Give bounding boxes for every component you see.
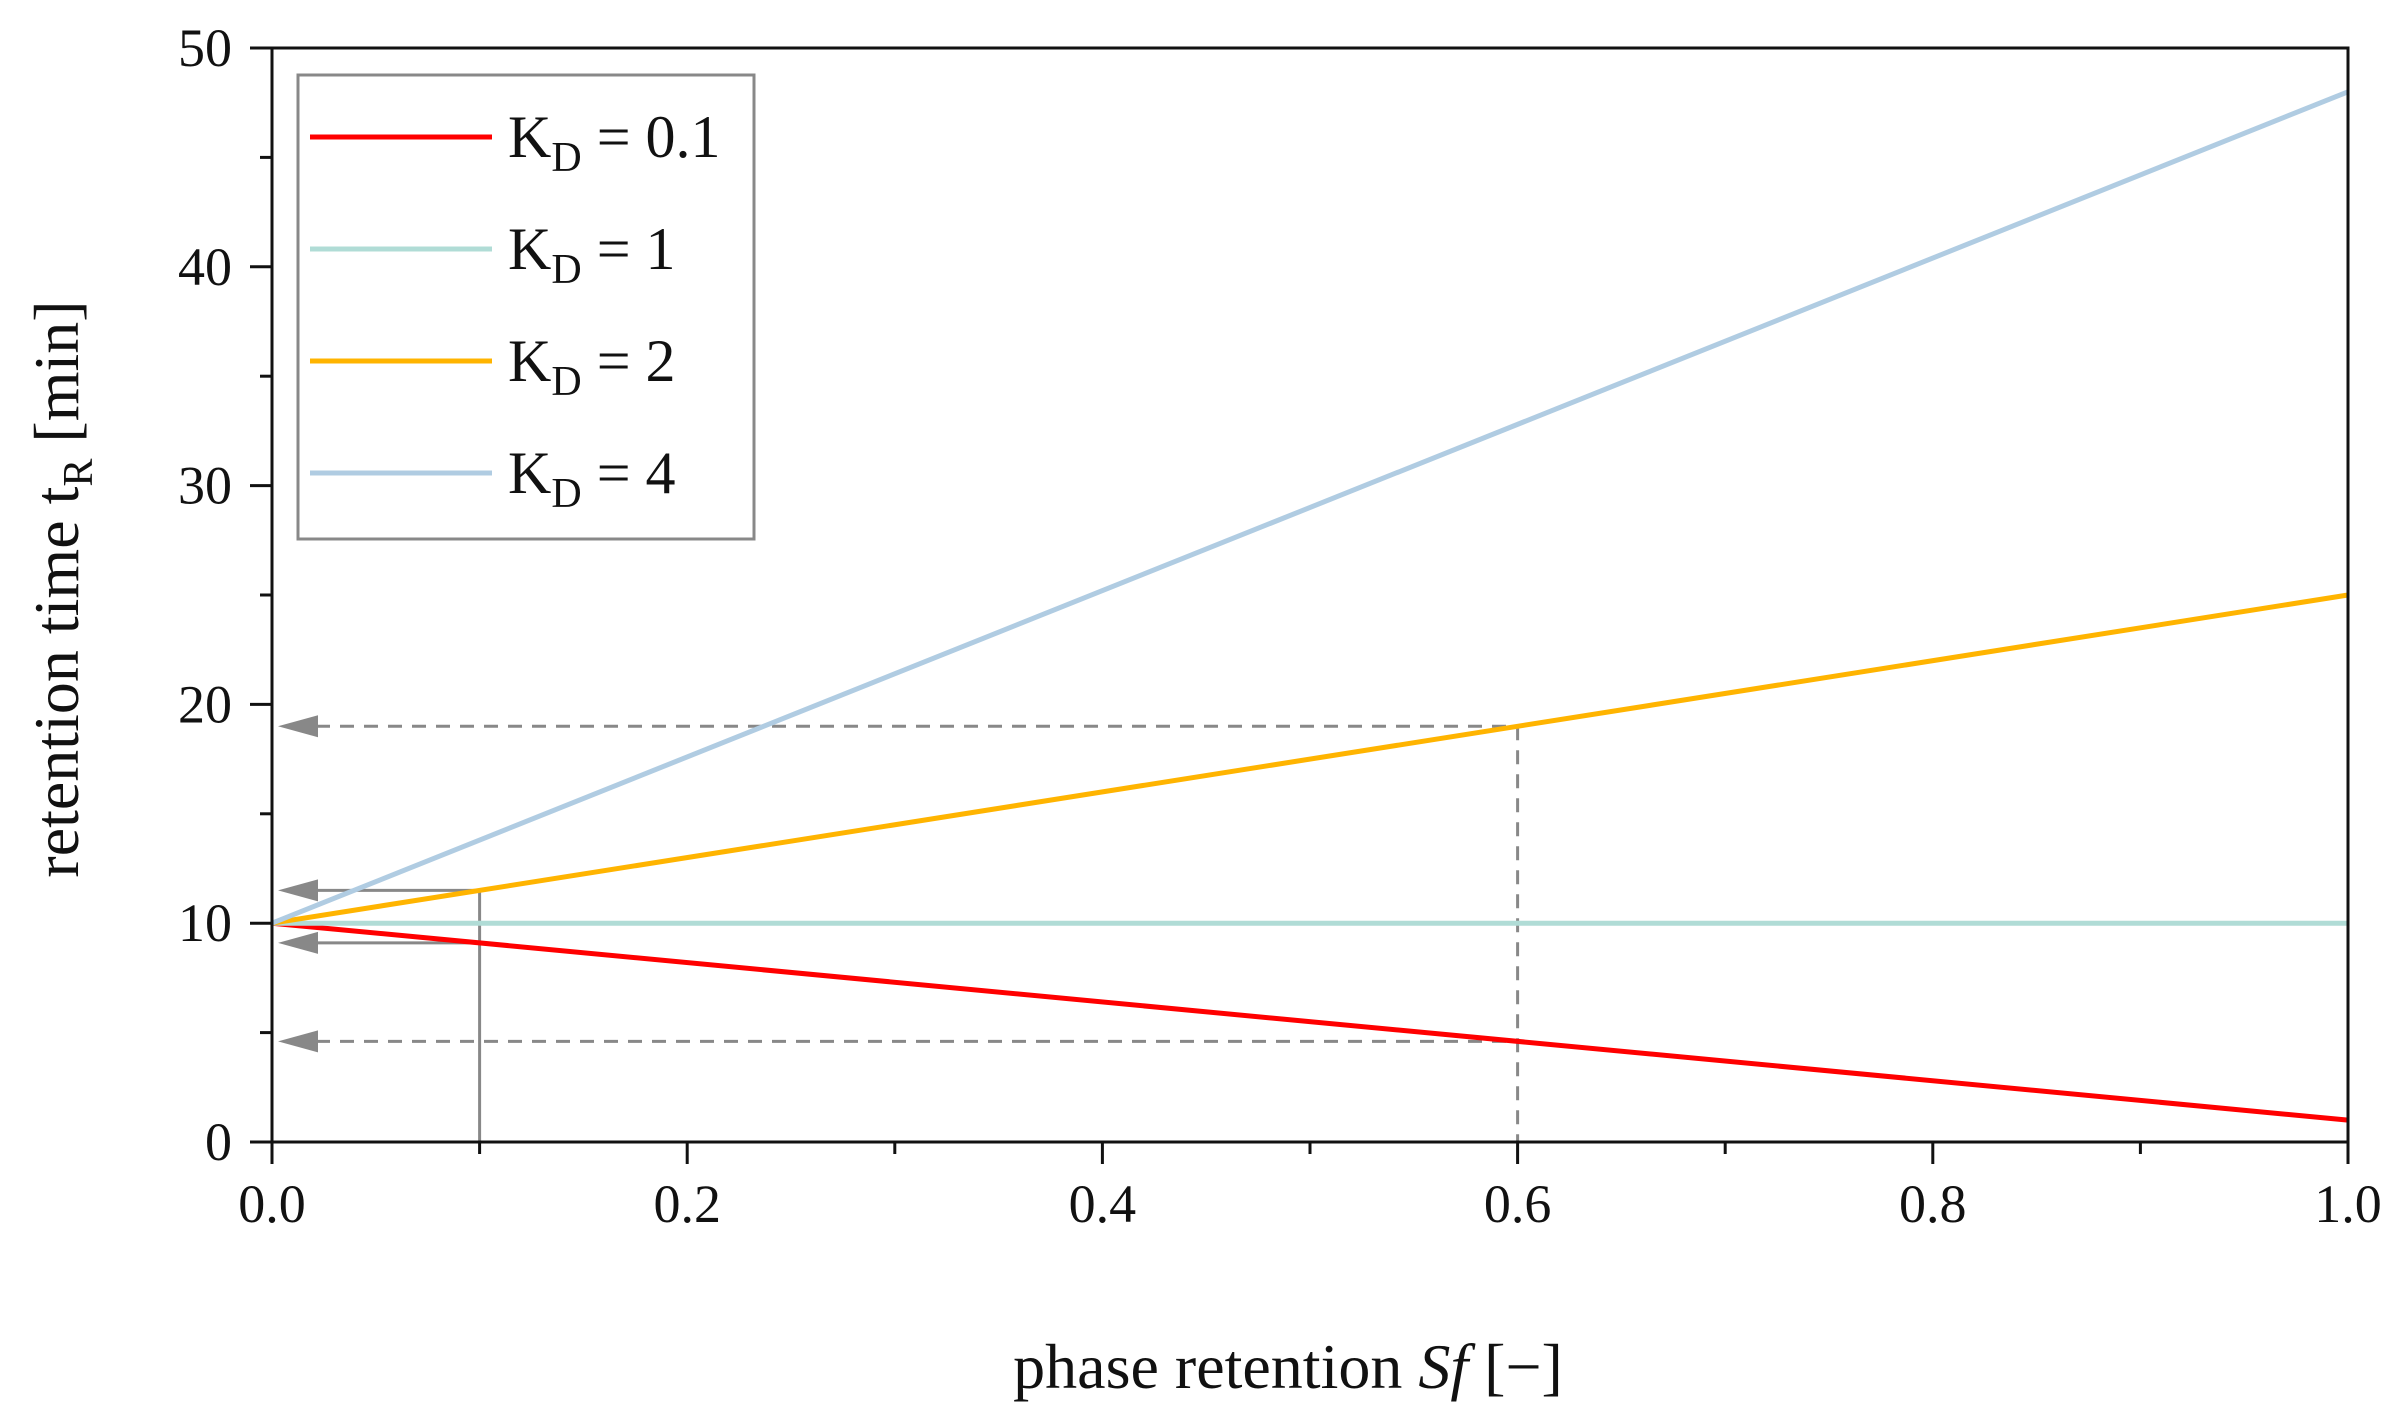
series-line-2: [271, 592, 2349, 926]
x-tick-label: 0.6: [1484, 1174, 1552, 1234]
series-line-0: [271, 920, 2349, 1123]
x-axis-title: phase retention Sf [−]: [1013, 1331, 1563, 1402]
y-tick-label: 0: [205, 1112, 232, 1172]
legend-label-2: KD = 2: [508, 328, 676, 405]
annotation-arrow-0-1: [278, 1030, 318, 1053]
x-tick-label: 0.8: [1899, 1174, 1967, 1234]
x-tick-label: 1.0: [2314, 1174, 2382, 1234]
x-tick-label: 0.0: [238, 1174, 306, 1234]
x-tick-label: 0.4: [1069, 1174, 1137, 1234]
y-tick-label: 10: [178, 893, 232, 953]
y-tick-label: 20: [178, 674, 232, 734]
series-lines: [271, 89, 2349, 1123]
legend-label-3: KD = 4: [508, 440, 676, 517]
legend: KD = 0.1 KD = 1 KD = 2 KD = 4: [296, 73, 756, 541]
ticks: 0.0 0.2 0.4 0.6 0.8 1.0 0 10 20 30 40 50: [178, 18, 2382, 1234]
annotation-arrow-0-0: [278, 715, 318, 738]
annotation-guides: [278, 715, 1520, 1142]
legend-box: [296, 73, 756, 541]
legend-label-0: KD = 0.1: [508, 104, 721, 181]
y-tick-label: 50: [178, 18, 232, 78]
annotation-arrow-1-1: [278, 931, 318, 954]
legend-label-1: KD = 1: [508, 216, 676, 293]
annotation-arrow-1-0: [278, 879, 318, 902]
y-tick-label: 40: [178, 237, 232, 297]
x-tick-label: 0.2: [653, 1174, 721, 1234]
y-axis-title: retention time tR [min]: [21, 300, 102, 877]
y-tick-label: 30: [178, 456, 232, 516]
series-line-3: [271, 89, 2349, 926]
